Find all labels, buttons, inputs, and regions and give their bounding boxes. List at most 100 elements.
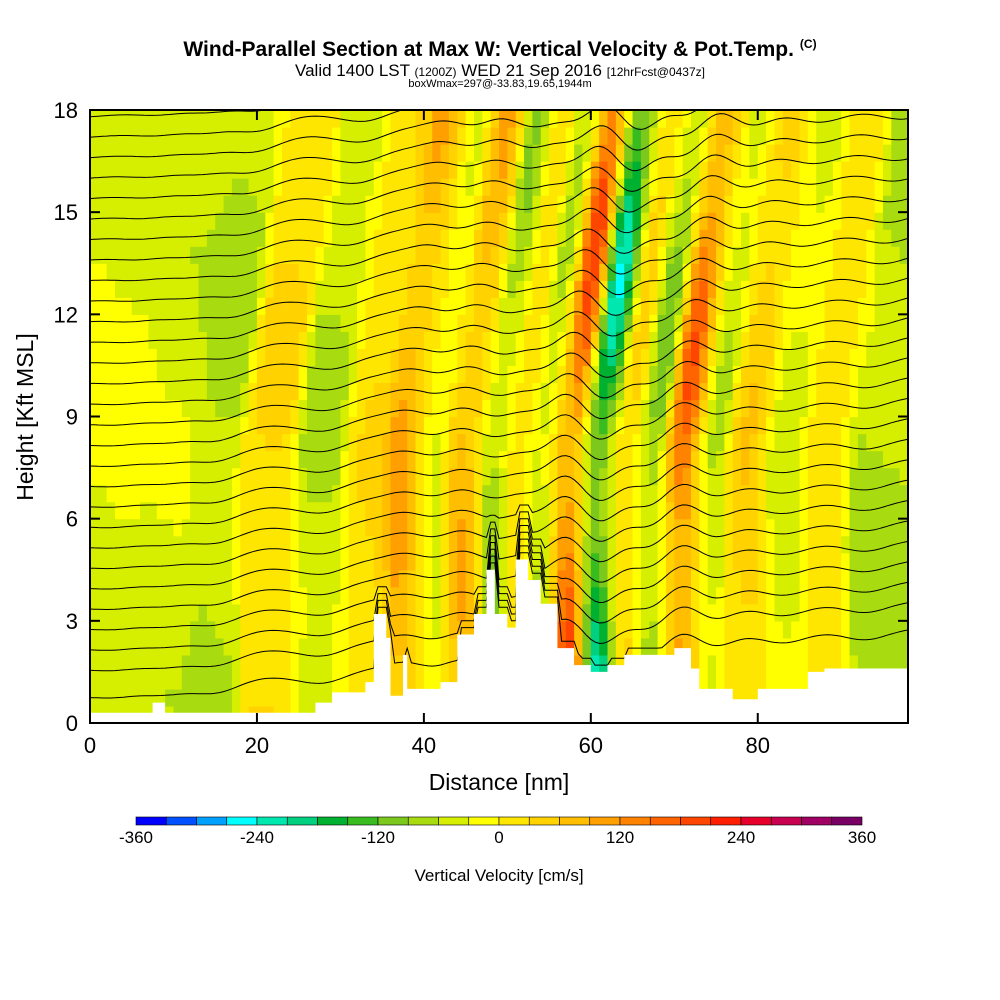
velocity-cell [499,263,508,281]
velocity-cell [791,229,801,247]
velocity-cell [799,178,809,196]
velocity-cell [699,348,709,367]
velocity-cell [98,603,108,622]
velocity-cell [874,552,884,571]
velocity-cell [632,144,642,162]
velocity-cell [98,552,108,571]
velocity-cell [766,450,776,469]
velocity-cell [148,552,158,571]
velocity-cell [590,144,600,162]
velocity-cell [615,416,625,435]
velocity-cell [156,654,166,673]
velocity-cell [248,433,258,452]
velocity-cell [190,229,200,247]
velocity-cell [290,144,300,162]
velocity-cell [524,331,533,349]
velocity-cell [557,399,567,418]
velocity-cell [98,382,108,401]
velocity-cell [524,314,533,332]
velocity-cell [457,586,467,605]
velocity-cell [273,501,283,520]
velocity-cell [131,416,141,435]
velocity-cell [457,127,467,145]
velocity-cell [256,620,266,639]
velocity-cell [198,110,208,128]
velocity-cell [181,297,191,315]
velocity-cell [782,399,792,418]
velocity-cell [507,501,517,520]
velocity-cell [841,603,851,622]
velocity-cell [791,127,801,145]
velocity-cell [707,144,717,162]
velocity-cell [757,178,767,196]
velocity-cell [791,637,801,656]
box-wmax-info: boxWmax=297@-33.83,19.65,1944m [408,78,592,90]
velocity-cell [590,501,600,520]
velocity-cell [448,586,458,605]
velocity-cell [131,280,141,298]
velocity-cell [657,229,667,247]
velocity-cell [891,603,901,622]
velocity-cell [131,246,141,264]
velocity-cell [415,297,425,315]
velocity-cell [590,654,600,673]
velocity-cell [799,280,809,298]
velocity-cell [248,535,258,554]
velocity-cell [98,671,108,690]
velocity-cell [532,178,542,196]
velocity-cell [281,280,291,298]
velocity-cell [273,382,283,401]
velocity-cell [432,501,442,520]
velocity-cell [849,212,859,230]
velocity-cell [423,637,433,656]
velocity-cell [782,484,792,503]
velocity-cell [849,348,859,367]
velocity-cell [206,586,216,605]
x-tick-label: 60 [579,733,603,758]
velocity-cell [215,229,225,247]
velocity-cell [590,331,600,349]
velocity-cell [390,620,400,639]
colorbar-swatch [468,816,500,826]
velocity-cell [248,620,258,639]
velocity-cell [649,382,659,401]
velocity-cell [407,484,417,503]
velocity-cell [231,365,241,384]
velocity-cell [716,671,725,690]
velocity-cell [190,399,200,418]
velocity-cell [190,671,200,690]
velocity-cell [181,501,191,520]
velocity-cell [549,433,559,452]
velocity-cell [615,603,625,622]
velocity-cell [181,178,191,196]
velocity-cell [615,535,625,554]
velocity-cell [607,365,617,384]
velocity-cell [348,620,358,639]
velocity-cell [565,637,575,656]
velocity-cell [832,637,842,656]
velocity-cell [223,569,233,588]
velocity-cell [148,501,158,520]
velocity-cell [223,331,233,349]
velocity-cell [741,433,751,452]
velocity-cell [549,416,559,435]
velocity-cell [423,280,433,298]
velocity-cell [415,603,425,622]
velocity-cell [190,263,200,281]
velocity-cell [724,399,734,418]
velocity-cell [682,331,692,349]
velocity-cell [340,433,350,452]
velocity-cell [148,110,158,128]
velocity-cell [891,144,901,162]
velocity-cell [816,535,826,554]
velocity-cell [423,382,433,401]
velocity-cell [716,110,725,128]
velocity-cell [565,365,575,384]
velocity-cell [240,552,250,571]
velocity-cell [849,586,859,605]
velocity-cell [181,654,191,673]
velocity-cell [640,518,650,537]
velocity-cell [115,297,124,315]
velocity-cell [465,450,475,469]
velocity-cell [432,671,442,690]
